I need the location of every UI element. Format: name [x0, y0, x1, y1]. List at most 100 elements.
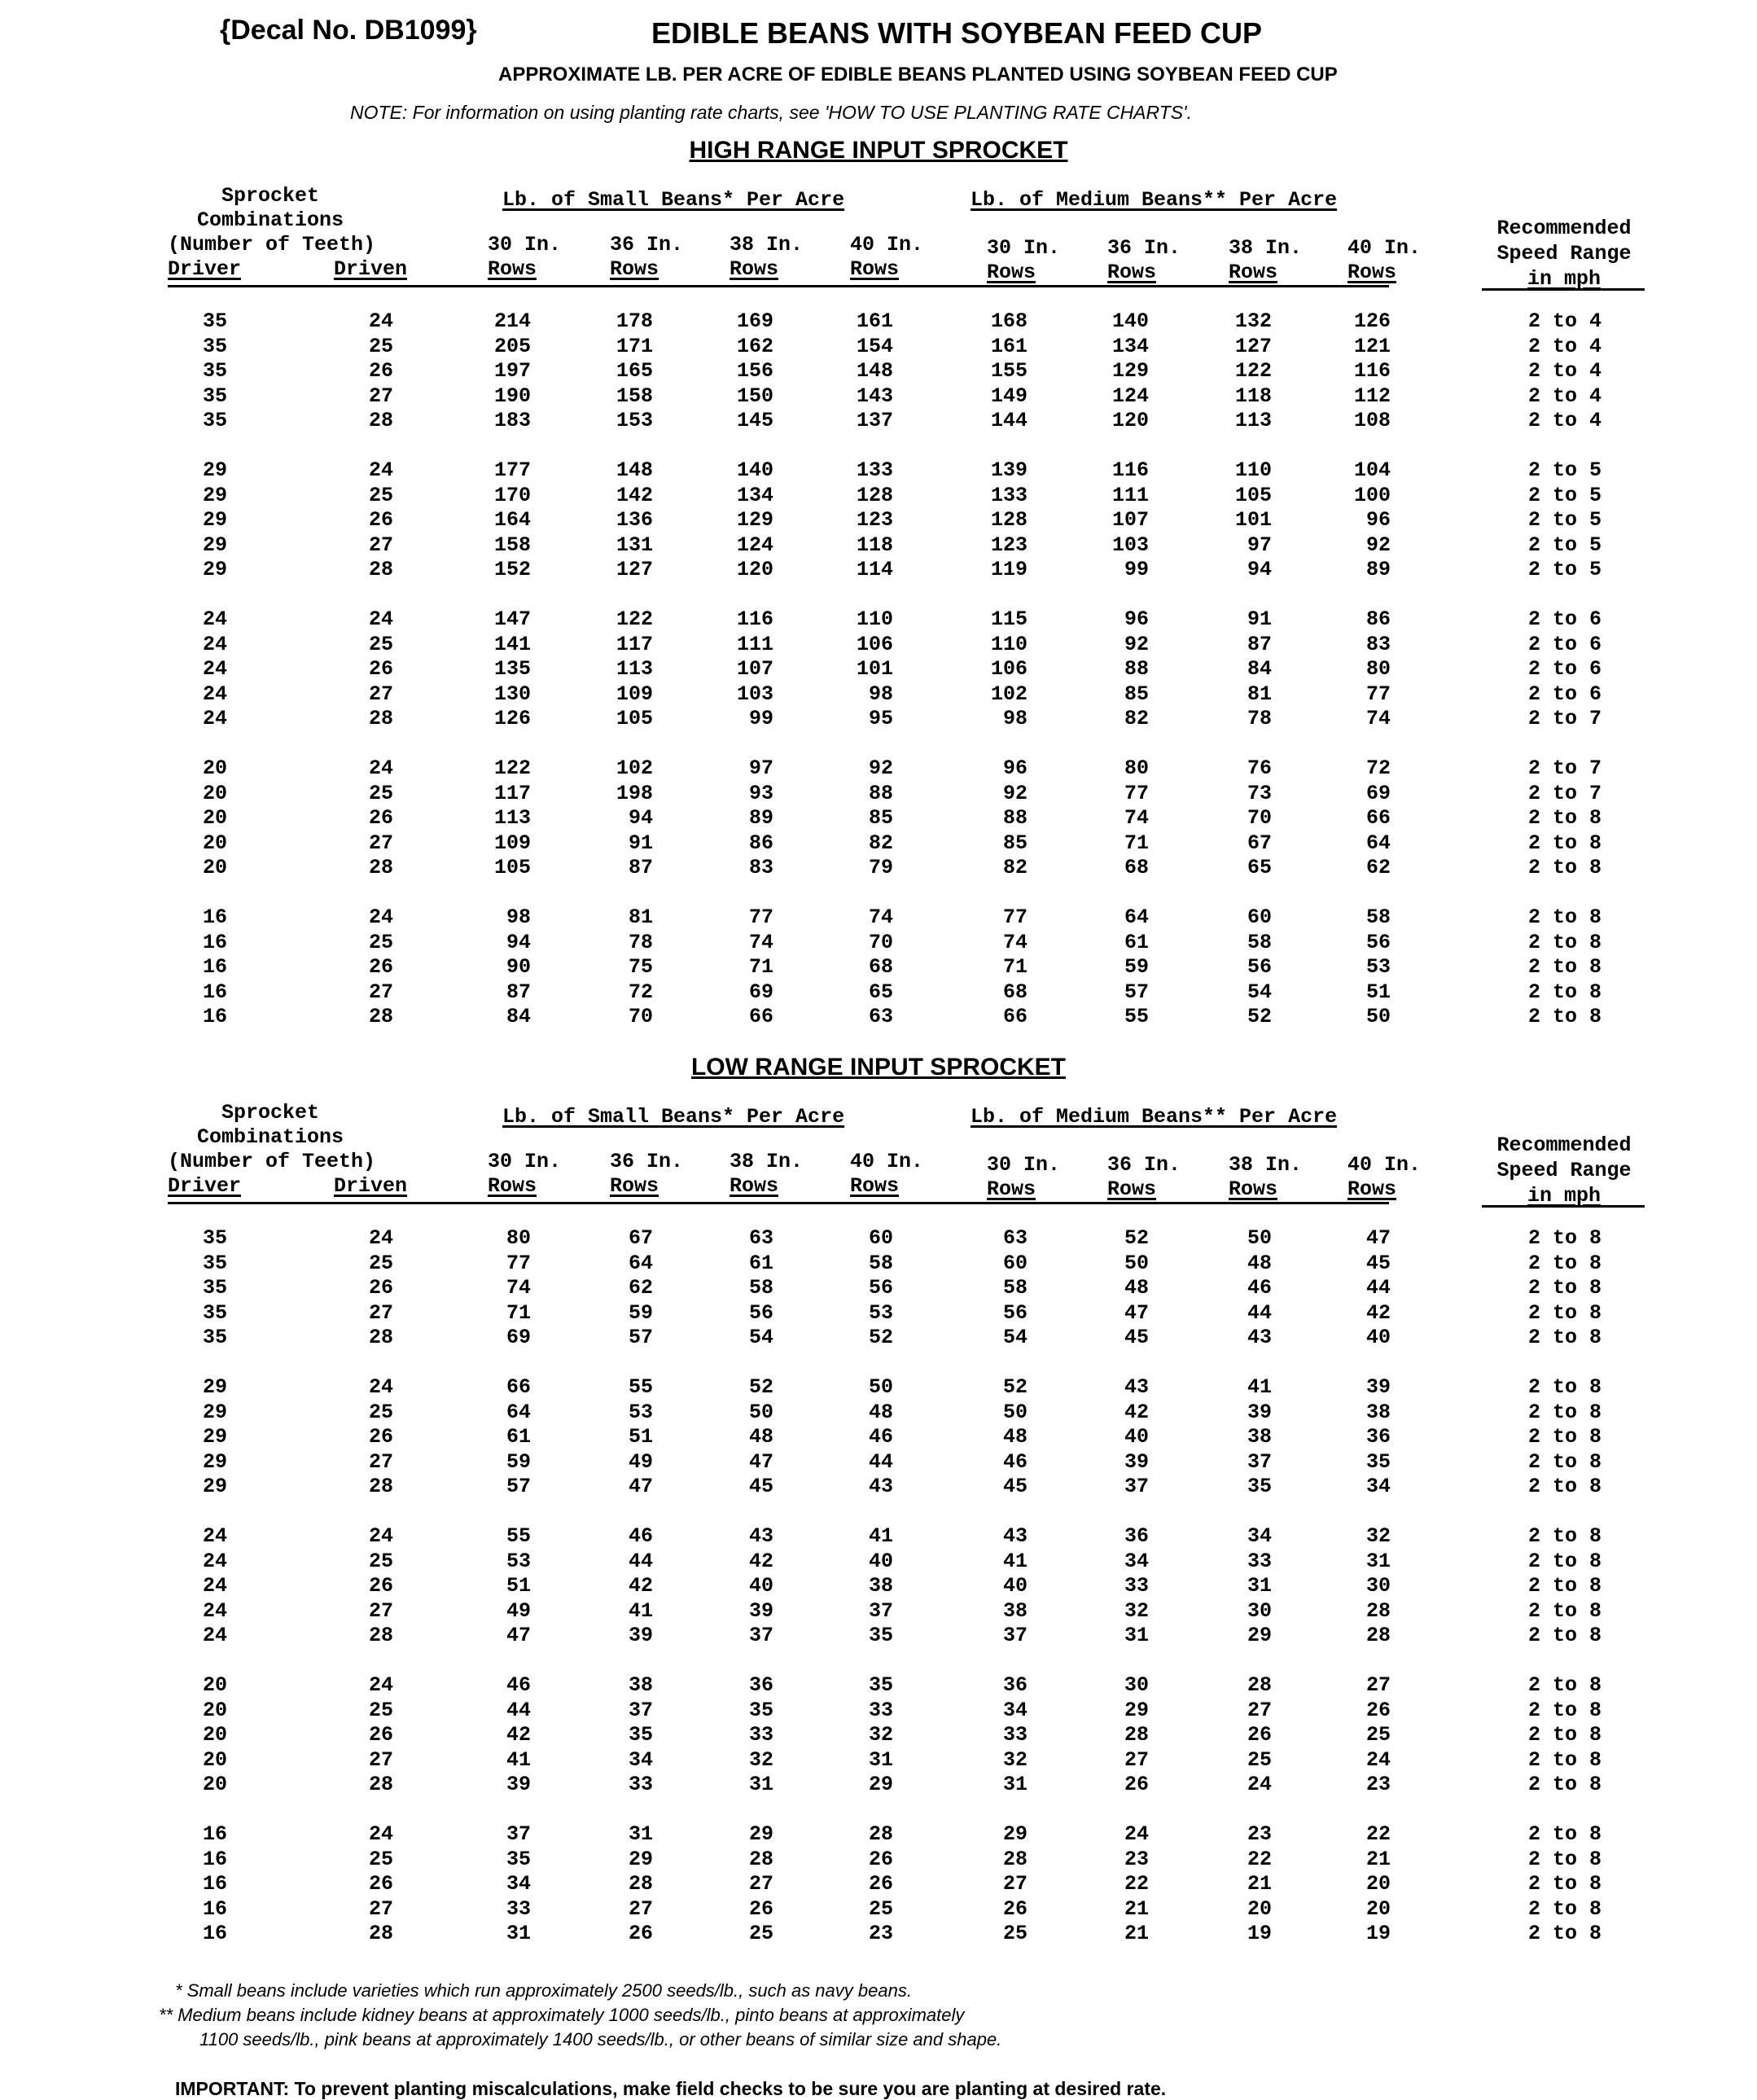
- cell-speed-range: 2 to 8: [1527, 1300, 1601, 1325]
- cell-driver: 20: [202, 781, 227, 805]
- cell-medium-36in: 36: [1124, 1524, 1149, 1548]
- cell-small-30in: 170: [493, 483, 531, 507]
- usage-note: NOTE: For information on using planting …: [350, 102, 1192, 123]
- cell-medium-36in: 124: [1111, 384, 1149, 408]
- cell-small-30in: 34: [506, 1872, 531, 1896]
- cell-medium-36in: 82: [1124, 707, 1149, 730]
- cell-medium-40in: 51: [1365, 980, 1391, 1004]
- cell-medium-38in: 81: [1247, 682, 1272, 706]
- cell-medium-36in: 140: [1111, 309, 1149, 333]
- cell-driver: 29: [202, 1475, 227, 1498]
- cell-small-40in: 148: [856, 359, 893, 383]
- cell-small-36in: 55: [628, 1375, 653, 1399]
- cell-driver: 20: [202, 1698, 227, 1722]
- cell-small-38in: 103: [736, 682, 773, 706]
- cell-speed-range: 2 to 7: [1527, 781, 1601, 805]
- cell-small-40in: 106: [856, 632, 893, 656]
- cell-driver: 20: [202, 1773, 227, 1796]
- cell-medium-38in: 41: [1247, 1375, 1272, 1399]
- cell-medium-30in: 45: [1002, 1475, 1027, 1498]
- section-heading: LOW RANGE INPUT SPROCKET: [690, 1054, 1066, 1081]
- cell-small-38in: 145: [736, 409, 773, 432]
- cell-small-36in: 62: [628, 1276, 653, 1300]
- cell-medium-40in: 121: [1353, 334, 1391, 358]
- cell-driver: 16: [202, 1822, 227, 1846]
- cell-small-30in: 117: [493, 781, 531, 805]
- cell-driven: 25: [368, 483, 393, 507]
- cell-medium-30in: 155: [990, 359, 1027, 383]
- cell-driven: 28: [368, 1005, 393, 1028]
- cell-driver: 20: [202, 806, 227, 830]
- cell-medium-40in: 44: [1365, 1276, 1391, 1300]
- cell-small-30in: 42: [506, 1723, 531, 1747]
- table-row: 16 27 87 72 69 65 68 57 54 51 2 to 8: [0, 980, 1757, 1005]
- cell-medium-36in: 31: [1124, 1624, 1149, 1647]
- cell-small-40in: 98: [868, 682, 893, 706]
- cell-small-40in: 58: [868, 1251, 893, 1275]
- cell-medium-38in: 34: [1247, 1524, 1272, 1548]
- cell-medium-36in: 48: [1124, 1276, 1149, 1300]
- cell-speed-range: 2 to 8: [1527, 1549, 1601, 1573]
- cell-medium-30in: 43: [1002, 1524, 1027, 1548]
- cell-medium-30in: 28: [1002, 1847, 1027, 1871]
- cell-medium-40in: 77: [1365, 682, 1391, 706]
- cell-small-36in: 34: [628, 1747, 653, 1772]
- cell-medium-36in: 24: [1124, 1822, 1149, 1846]
- cell-small-40in: 52: [868, 1326, 893, 1349]
- header-speed-range: in mph: [1527, 1184, 1601, 1208]
- cell-small-30in: 141: [493, 632, 531, 656]
- cell-small-36in: 122: [616, 607, 653, 631]
- cell-driven: 24: [368, 1524, 393, 1548]
- cell-medium-30in: 52: [1002, 1375, 1027, 1399]
- cell-driver: 35: [202, 1326, 227, 1349]
- table-row: 20 26 42 35 33 32 33 28 26 25 2 to 8: [0, 1723, 1757, 1747]
- cell-medium-36in: 37: [1124, 1475, 1149, 1498]
- cell-driven: 25: [368, 1847, 393, 1871]
- cell-small-38in: 150: [736, 384, 773, 408]
- cell-medium-30in: 123: [990, 533, 1027, 557]
- cell-driver: 20: [202, 1673, 227, 1697]
- cell-medium-40in: 34: [1365, 1475, 1391, 1498]
- cell-medium-36in: 111: [1111, 483, 1149, 507]
- cell-small-40in: 85: [868, 806, 893, 830]
- cell-driven: 27: [368, 1449, 393, 1474]
- cell-speed-range: 2 to 4: [1527, 359, 1601, 383]
- cell-driven: 26: [368, 1872, 393, 1896]
- cell-speed-range: 2 to 8: [1527, 1747, 1601, 1772]
- cell-small-30in: 37: [506, 1822, 531, 1846]
- cell-driver: 29: [202, 1375, 227, 1399]
- table-row: 16 28 84 70 66 63 66 55 52 50 2 to 8: [0, 1005, 1757, 1029]
- cell-medium-38in: 91: [1247, 607, 1272, 631]
- cell-medium-36in: 43: [1124, 1375, 1149, 1399]
- cell-small-38in: 35: [748, 1698, 773, 1722]
- cell-small-36in: 117: [616, 632, 653, 656]
- cell-small-38in: 42: [748, 1549, 773, 1573]
- cell-medium-38in: 28: [1247, 1673, 1272, 1697]
- cell-speed-range: 2 to 8: [1527, 1400, 1601, 1424]
- cell-medium-40in: 38: [1365, 1400, 1391, 1424]
- cell-speed-range: 2 to 6: [1527, 607, 1601, 631]
- cell-small-38in: 86: [748, 831, 773, 855]
- cell-medium-36in: 30: [1124, 1673, 1149, 1697]
- header-rows-label: Rows: [488, 257, 537, 281]
- header-underline: [1482, 1205, 1645, 1208]
- table-row: 16 25 35 29 28 26 28 23 22 21 2 to 8: [0, 1848, 1757, 1872]
- cell-medium-36in: 32: [1124, 1598, 1149, 1623]
- table-row: 24 26 135 113 107 101 106 88 84 80 2 to 6: [0, 657, 1757, 682]
- cell-driven: 27: [368, 831, 393, 855]
- header-number-of-teeth: (Number of Teeth): [168, 1150, 376, 1173]
- cell-small-38in: 140: [736, 458, 773, 482]
- table-row: 16 24 98 81 77 74 77 64 60 58 2 to 8: [0, 905, 1757, 930]
- cell-small-36in: 165: [616, 359, 653, 383]
- header-driven: Driven: [334, 257, 408, 281]
- header-rows-label: Rows: [850, 1174, 900, 1198]
- cell-small-30in: 190: [493, 384, 531, 408]
- cell-small-40in: 154: [856, 334, 893, 358]
- cell-small-30in: 77: [506, 1251, 531, 1275]
- header-sprocket: Sprocket: [221, 1101, 320, 1125]
- table-row: 29 26 61 51 48 46 48 40 38 36 2 to 8: [0, 1425, 1757, 1449]
- cell-medium-30in: 92: [1002, 781, 1027, 805]
- cell-medium-30in: 68: [1002, 980, 1027, 1004]
- cell-small-40in: 110: [856, 607, 893, 631]
- cell-medium-36in: 116: [1111, 458, 1149, 482]
